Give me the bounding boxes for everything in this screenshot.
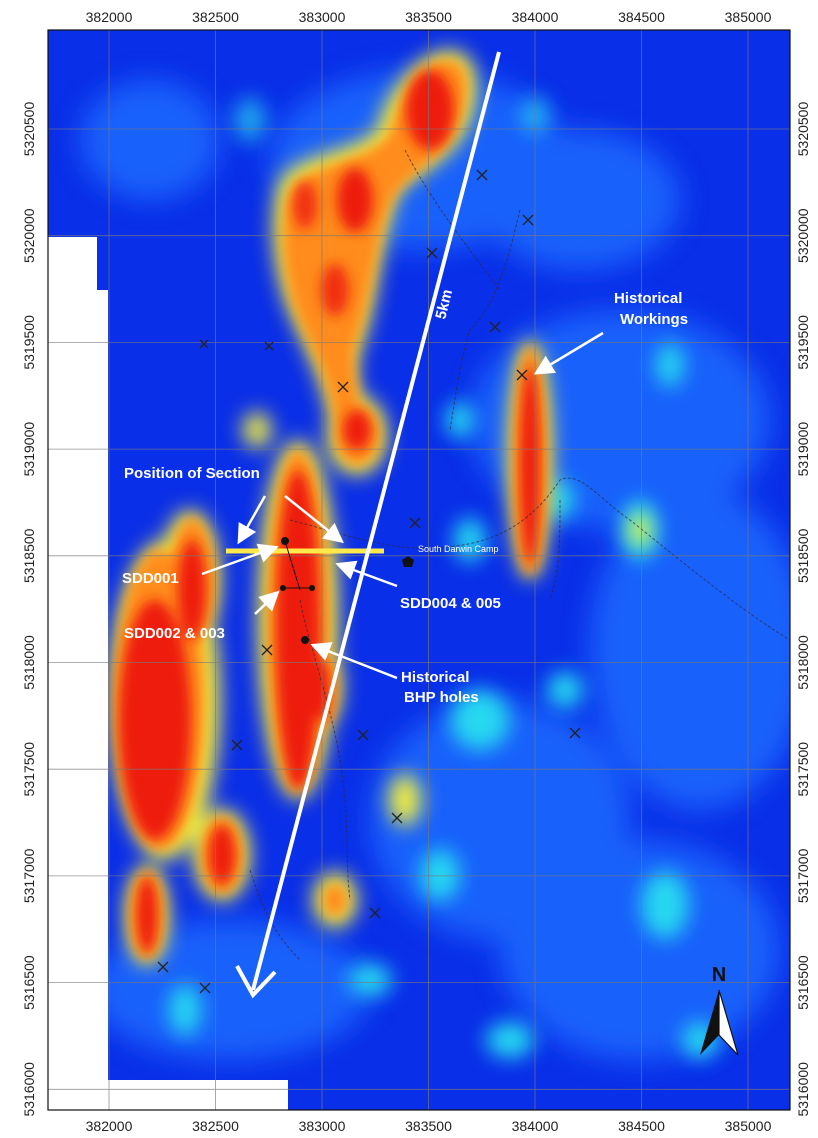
x-tick-label-bottom: 384000 bbox=[512, 1118, 559, 1134]
y-tick-label-right: 5319500 bbox=[795, 315, 811, 370]
x-tick-label-top: 385000 bbox=[725, 9, 772, 25]
sdd002-003-label: SDD002 & 003 bbox=[124, 625, 225, 642]
y-tick-label-left: 5319500 bbox=[21, 315, 37, 370]
x-tick-label-top: 383000 bbox=[299, 9, 346, 25]
y-tick-label-left: 5318500 bbox=[21, 528, 37, 583]
x-tick-label-bottom: 383000 bbox=[299, 1118, 346, 1134]
y-tick-label-right: 5316500 bbox=[795, 955, 811, 1010]
x-tick-label-top: 382000 bbox=[86, 9, 133, 25]
y-tick-label-right: 5318000 bbox=[795, 635, 811, 690]
y-tick-label-left: 5316500 bbox=[21, 955, 37, 1010]
y-axis-left-labels: 5320500 5320000 5319500 5319000 5318500 53180… bbox=[21, 102, 37, 1117]
y-tick-label-left: 5320500 bbox=[21, 102, 37, 157]
y-tick-label-left: 5318000 bbox=[21, 635, 37, 690]
x-axis-top-labels: 382000 382500 383000 383500 384000 384500 3850… bbox=[86, 9, 772, 25]
site-marker bbox=[369, 907, 381, 919]
sdd004-005-label: SDD004 & 005 bbox=[400, 595, 501, 612]
scale-label: 5km bbox=[432, 288, 456, 321]
y-tick-label-left: 5319000 bbox=[21, 422, 37, 477]
site-marker bbox=[231, 739, 243, 751]
north-label: N bbox=[712, 964, 726, 986]
historical-bhp-label-line2: BHP holes bbox=[404, 689, 479, 706]
drill-holes bbox=[280, 537, 315, 644]
y-tick-label-left: 5320000 bbox=[21, 208, 37, 263]
camp-label: South Darwin Camp bbox=[418, 544, 499, 554]
site-marker bbox=[157, 961, 169, 973]
site-marker bbox=[337, 381, 349, 393]
x-axis-bottom-labels: 382000 382500 383000 383500 384000 384500 3850… bbox=[86, 1118, 772, 1134]
annotation-arrows bbox=[201, 331, 604, 680]
historical-workings-label-line1: Historical bbox=[614, 290, 682, 307]
y-tick-label-right: 5316000 bbox=[795, 1062, 811, 1117]
x-tick-label-bottom: 382000 bbox=[86, 1118, 133, 1134]
sdd001-label: SDD001 bbox=[122, 570, 179, 587]
y-tick-label-right: 5320000 bbox=[795, 208, 811, 263]
coordinate-grid bbox=[48, 30, 790, 1110]
site-marker bbox=[476, 169, 488, 181]
historical-site-markers bbox=[157, 169, 581, 994]
x-tick-label-bottom: 384500 bbox=[618, 1118, 665, 1134]
x-tick-label-bottom: 385000 bbox=[725, 1118, 772, 1134]
site-marker bbox=[569, 727, 581, 739]
site-marker bbox=[357, 729, 369, 741]
site-marker bbox=[409, 517, 421, 529]
x-tick-label-bottom: 382500 bbox=[192, 1118, 239, 1134]
profile-arrow bbox=[235, 51, 501, 999]
site-marker bbox=[199, 982, 211, 994]
x-tick-label-top: 384500 bbox=[618, 9, 665, 25]
historical-bhp-label-line1: Historical bbox=[401, 669, 469, 686]
y-tick-label-left: 5317000 bbox=[21, 848, 37, 903]
x-tick-label-top: 384000 bbox=[512, 9, 559, 25]
site-marker bbox=[199, 339, 209, 349]
y-axis-right-labels: 5320500 5320000 5319500 5319000 5318500 53180… bbox=[795, 102, 811, 1117]
camp-marker bbox=[402, 556, 414, 567]
map-frame bbox=[47, 29, 791, 1111]
position-of-section-label: Position of Section bbox=[124, 465, 260, 482]
site-marker bbox=[261, 644, 273, 656]
x-tick-label-top: 383500 bbox=[405, 9, 452, 25]
y-tick-label-right: 5320500 bbox=[795, 102, 811, 157]
site-marker bbox=[391, 812, 403, 824]
y-tick-label-right: 5318500 bbox=[795, 528, 811, 583]
site-marker bbox=[522, 214, 534, 226]
x-tick-label-bottom: 383500 bbox=[405, 1118, 452, 1134]
y-tick-label-left: 5316000 bbox=[21, 1062, 37, 1117]
y-tick-label-right: 5317000 bbox=[795, 848, 811, 903]
historical-workings-label-line2: Workings bbox=[620, 311, 688, 328]
y-tick-label-right: 5317500 bbox=[795, 742, 811, 797]
x-tick-label-top: 382500 bbox=[192, 9, 239, 25]
site-marker bbox=[264, 341, 274, 351]
y-tick-label-right: 5319000 bbox=[795, 422, 811, 477]
drill-hole-bhp bbox=[301, 636, 309, 644]
site-marker bbox=[426, 247, 438, 259]
north-arrow-icon: N bbox=[700, 964, 739, 1056]
site-marker bbox=[489, 321, 501, 333]
site-marker bbox=[516, 369, 528, 381]
y-tick-label-left: 5317500 bbox=[21, 742, 37, 797]
